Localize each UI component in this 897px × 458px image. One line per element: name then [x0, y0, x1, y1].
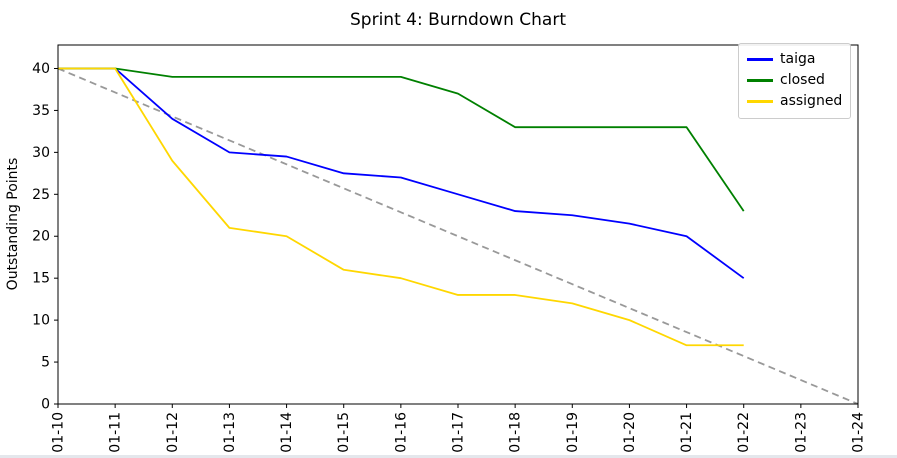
- plot-area: 0 5 10 15 20 25 30 35 40 01-10 01-11 01-12 01-13 01-1…: [32, 44, 867, 453]
- x-tick-label: 01-14: [279, 412, 295, 453]
- plot-spines: [57, 44, 859, 405]
- x-tick-label: 01-15: [336, 412, 352, 453]
- y-tick-label: 15: [32, 271, 50, 287]
- x-tick-label: 01-19: [565, 412, 581, 453]
- series-line-taiga: [58, 67, 745, 279]
- x-tick-label: 01-20: [622, 412, 638, 453]
- legend-label: taiga: [780, 51, 816, 67]
- series-line-ideal: [57, 67, 859, 405]
- y-axis-label: Outstanding Points: [5, 158, 21, 291]
- x-tick-label: 01-18: [508, 412, 524, 453]
- x-tick-label: 01-12: [165, 412, 181, 453]
- series-line-closed: [58, 67, 745, 212]
- y-tick-label: 0: [41, 397, 50, 413]
- window-bottom-edge: [0, 455, 897, 458]
- y-tick-label: 35: [32, 103, 50, 119]
- legend-swatch-taiga: [747, 58, 773, 61]
- legend-entry-closed: closed: [747, 70, 842, 91]
- x-tick-label: 01-24: [851, 412, 867, 453]
- x-tick-label: 01-22: [736, 412, 752, 453]
- x-tick-label: 01-11: [108, 412, 124, 453]
- y-tick-label: 10: [32, 313, 50, 329]
- y-tick-label: 20: [32, 229, 50, 245]
- legend: taiga closed assigned: [738, 43, 851, 119]
- legend-label: closed: [780, 72, 825, 88]
- legend-swatch-closed: [747, 79, 773, 82]
- y-tick-label: 25: [32, 187, 50, 203]
- x-tick-label: 01-10: [51, 412, 67, 453]
- y-tick-label: 30: [32, 145, 50, 161]
- y-tick-label: 5: [41, 355, 50, 371]
- x-tick-label: 01-16: [393, 412, 409, 453]
- series-line-assigned: [58, 67, 744, 347]
- x-tick-label: 01-17: [451, 412, 467, 453]
- x-tick-label: 01-23: [793, 412, 809, 453]
- legend-swatch-assigned: [747, 100, 773, 103]
- legend-label: assigned: [780, 93, 843, 109]
- chart-title: Sprint 4: Burndown Chart: [350, 10, 566, 30]
- x-tick-label: 01-13: [222, 412, 238, 453]
- legend-entry-taiga: taiga: [747, 49, 842, 70]
- y-tick-label: 40: [32, 61, 50, 77]
- x-tick-label: 01-21: [679, 412, 695, 453]
- legend-entry-assigned: assigned: [747, 91, 842, 112]
